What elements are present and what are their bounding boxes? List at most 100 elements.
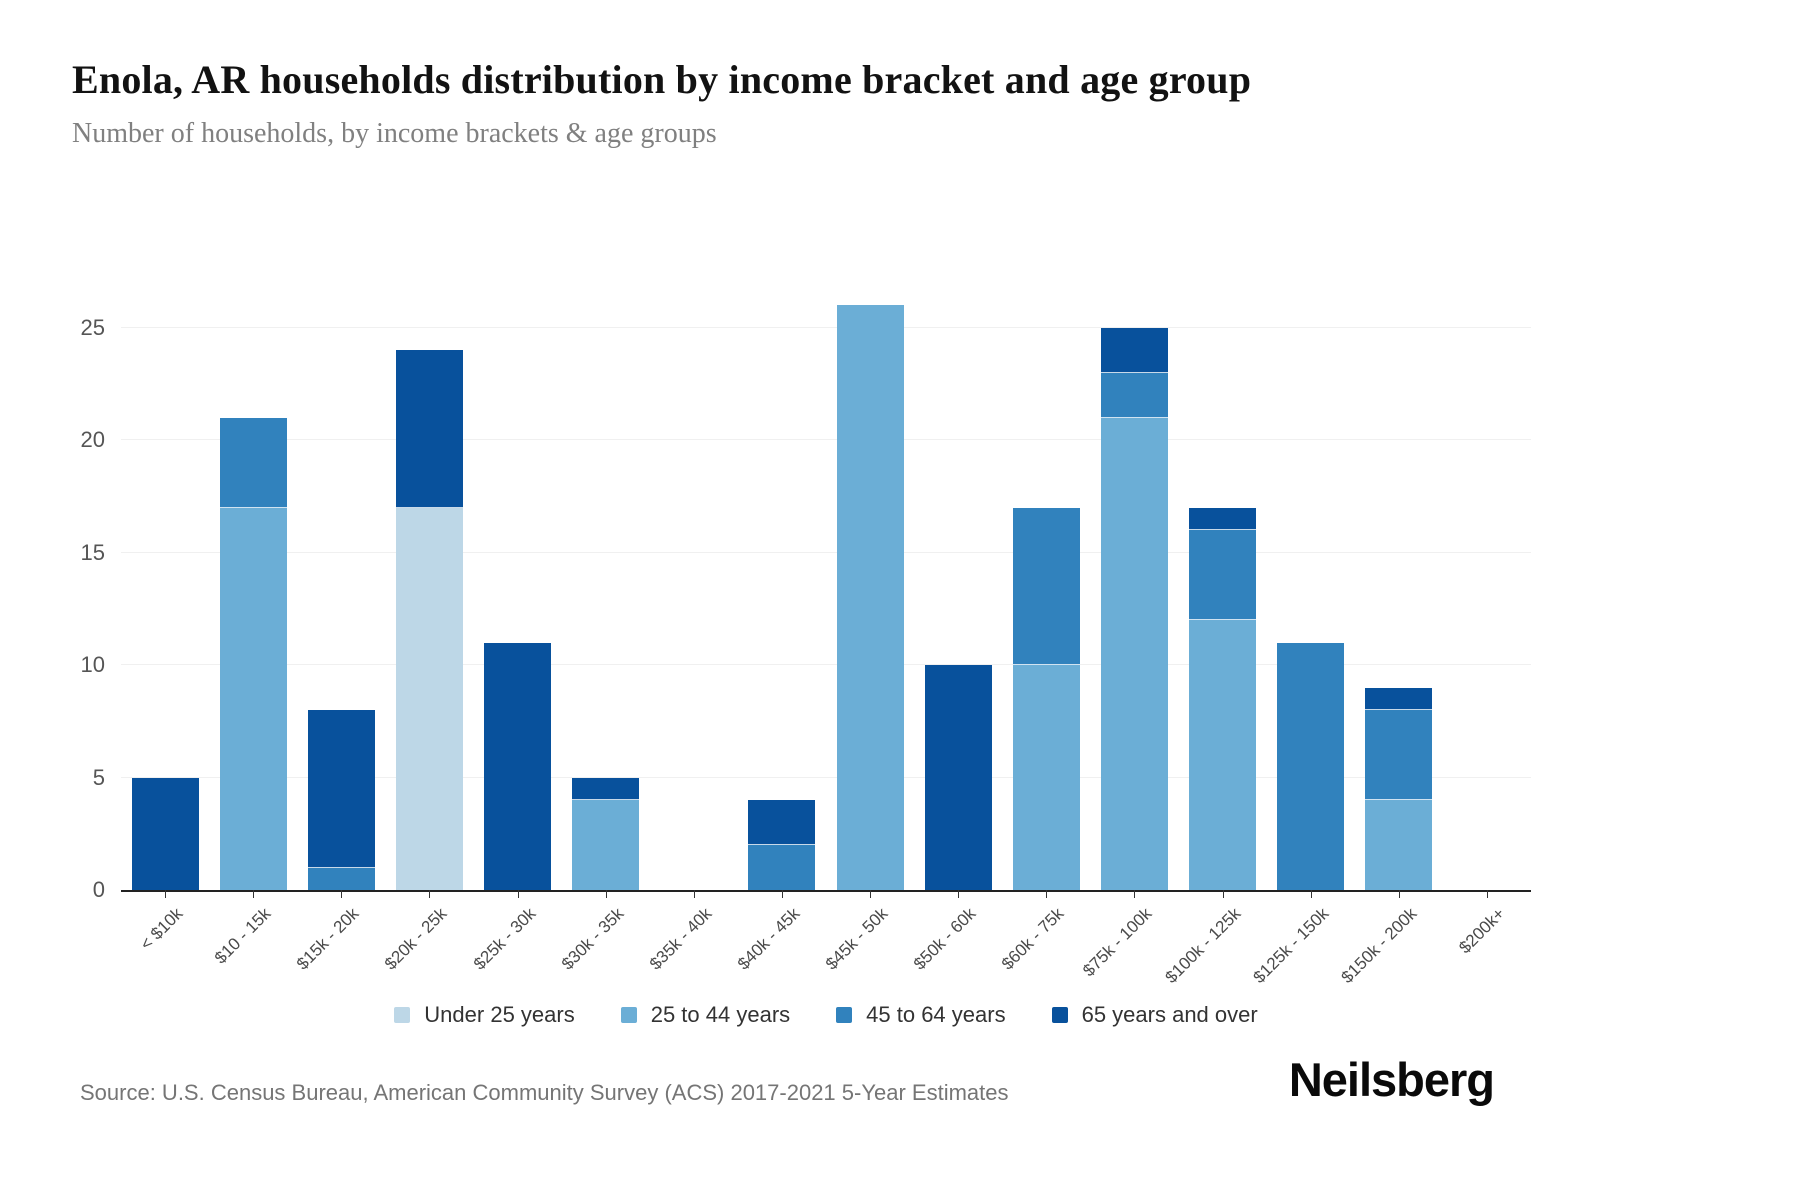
x-axis-tick [1046, 890, 1048, 898]
legend-swatch-icon [1051, 1007, 1068, 1023]
stacked-bar[interactable] [219, 417, 287, 890]
bar-segment[interactable] [1100, 327, 1168, 373]
source-note: Source: U.S. Census Bureau, American Com… [80, 1080, 1009, 1105]
bar-15[interactable]: $150k - 200k [1337, 276, 1443, 987]
legend-swatch-icon [836, 1007, 853, 1023]
bar-segment[interactable] [131, 777, 199, 890]
x-axis-tick-label: $75k - 100k [1079, 904, 1156, 981]
bar-segment[interactable] [1189, 620, 1257, 890]
legend-label: 25 to 44 years [650, 1002, 791, 1027]
bar-segment[interactable] [395, 350, 463, 508]
bar-8[interactable]: $40k - 45k [734, 276, 826, 974]
stacked-bar[interactable] [836, 305, 904, 890]
bar-11[interactable]: $60k - 75k [998, 276, 1090, 974]
bar-segment[interactable] [1012, 507, 1080, 665]
bars-container: < $10k $10 - 15k $15k - 20k $20k - 25k $25k … [121, 276, 1531, 987]
legend-label: 65 years and over [1081, 1002, 1258, 1027]
stacked-bar[interactable] [131, 777, 199, 890]
x-axis-tick-label: $125k - 150k [1249, 904, 1333, 987]
x-axis-tick-label: $100k - 125k [1161, 904, 1244, 987]
gridline-y-20 [121, 439, 1531, 440]
gridline-y-5 [121, 776, 1531, 778]
stacked-bar[interactable] [484, 642, 552, 890]
x-axis-tick-label: $15k - 20k [293, 904, 363, 974]
bar-segment[interactable] [1100, 417, 1168, 890]
y-axis-tick-label-0: 0 [92, 877, 105, 902]
bar-segment[interactable] [1365, 710, 1433, 800]
y-axis-tick-label-25: 25 [80, 314, 105, 340]
bar-7[interactable]: $35k - 40k [646, 276, 738, 974]
x-axis-tick [605, 890, 607, 898]
x-axis-tick [1134, 890, 1136, 898]
bar-1[interactable]: < $10k [121, 276, 209, 954]
bar-2[interactable]: $10 - 15k [209, 276, 297, 968]
stacked-bar[interactable] [307, 710, 375, 890]
bar-segment[interactable] [307, 867, 375, 890]
legend-item[interactable]: 25 to 44 years [620, 1002, 791, 1028]
x-axis-tick [341, 890, 343, 898]
x-axis-tick-label: $150k - 200k [1337, 904, 1421, 987]
bar-segment[interactable] [307, 710, 375, 868]
bar-segment[interactable] [1365, 800, 1433, 890]
legend-item[interactable]: 65 years and over [1051, 1002, 1258, 1028]
x-axis-tick-label: $30k - 35k [557, 904, 628, 974]
x-axis-tick-label: $10 - 15k [211, 904, 275, 968]
bar-14[interactable]: $125k - 150k [1249, 276, 1355, 987]
bar-segment[interactable] [1012, 665, 1080, 890]
x-axis-tick-label: $200k+ [1455, 904, 1509, 958]
bar-segment[interactable] [219, 507, 287, 890]
bar-10[interactable]: $50k - 60k [910, 276, 1002, 974]
stacked-bar[interactable] [1100, 327, 1168, 890]
stacked-bar[interactable] [395, 350, 463, 890]
x-axis-tick [429, 890, 431, 898]
x-axis-tick-label: $50k - 60k [910, 904, 980, 974]
bar-13[interactable]: $100k - 125k [1161, 276, 1267, 987]
bar-segment[interactable] [836, 305, 904, 890]
bar-segment[interactable] [1365, 687, 1433, 710]
x-axis-tick-label: $60k - 75k [998, 904, 1068, 974]
bar-16[interactable]: $200k+ [1443, 276, 1531, 957]
bar-6[interactable]: $30k - 35k [558, 276, 650, 974]
bar-segment[interactable] [395, 507, 463, 890]
bar-9[interactable]: $45k - 50k [822, 276, 914, 974]
stacked-bar[interactable] [748, 800, 816, 890]
bar-segment[interactable] [748, 800, 816, 845]
x-axis-tick [958, 890, 960, 898]
stacked-bar[interactable] [572, 777, 640, 890]
x-axis-tick [1486, 890, 1488, 898]
stacked-bar[interactable] [1189, 507, 1257, 890]
stacked-bar[interactable] [924, 665, 992, 890]
x-axis-tick-label: $35k - 40k [645, 904, 716, 974]
legend-swatch-icon [394, 1007, 411, 1023]
bar-segment[interactable] [1100, 372, 1168, 418]
legend-item[interactable]: Under 25 years [394, 1002, 575, 1028]
bar-segment[interactable] [484, 642, 552, 890]
bar-segment[interactable] [1189, 530, 1257, 620]
gridline-y-25 [121, 326, 1531, 328]
bar-3[interactable]: $15k - 20k [293, 276, 385, 974]
bar-4[interactable]: $20k - 25k [381, 276, 473, 974]
bar-segment[interactable] [924, 665, 992, 890]
bar-segment[interactable] [748, 845, 816, 890]
x-axis-tick [165, 890, 167, 898]
gridline-y-15 [121, 551, 1531, 553]
bar-segment[interactable] [572, 777, 640, 800]
x-axis-tick-label: $20k - 25k [381, 904, 451, 974]
bar-5[interactable]: $25k - 30k [469, 276, 562, 974]
x-axis-tick [253, 890, 255, 898]
bar-12[interactable]: $75k - 100k [1080, 276, 1178, 980]
legend-label: Under 25 years [424, 1002, 575, 1027]
bar-segment[interactable] [219, 417, 287, 508]
legend-item[interactable]: 45 to 64 years [836, 1002, 1006, 1028]
bar-segment[interactable] [1277, 642, 1345, 890]
x-axis-tick-label: $25k - 30k [469, 904, 539, 974]
y-axis-tick-label-10: 10 [80, 652, 105, 677]
legend: Under 25 years 25 to 44 years 45 to 64 yea… [121, 1002, 1531, 1028]
chart-plot-area: < $10k $10 - 15k $15k - 20k $20k - 25k $25k … [81, 276, 1531, 987]
stacked-bar[interactable] [1277, 642, 1345, 890]
stacked-bar[interactable] [1012, 507, 1080, 890]
bar-segment[interactable] [572, 800, 640, 890]
bar-segment[interactable] [1189, 507, 1257, 530]
x-axis-tick [517, 890, 519, 898]
stacked-bar[interactable] [1365, 687, 1433, 890]
